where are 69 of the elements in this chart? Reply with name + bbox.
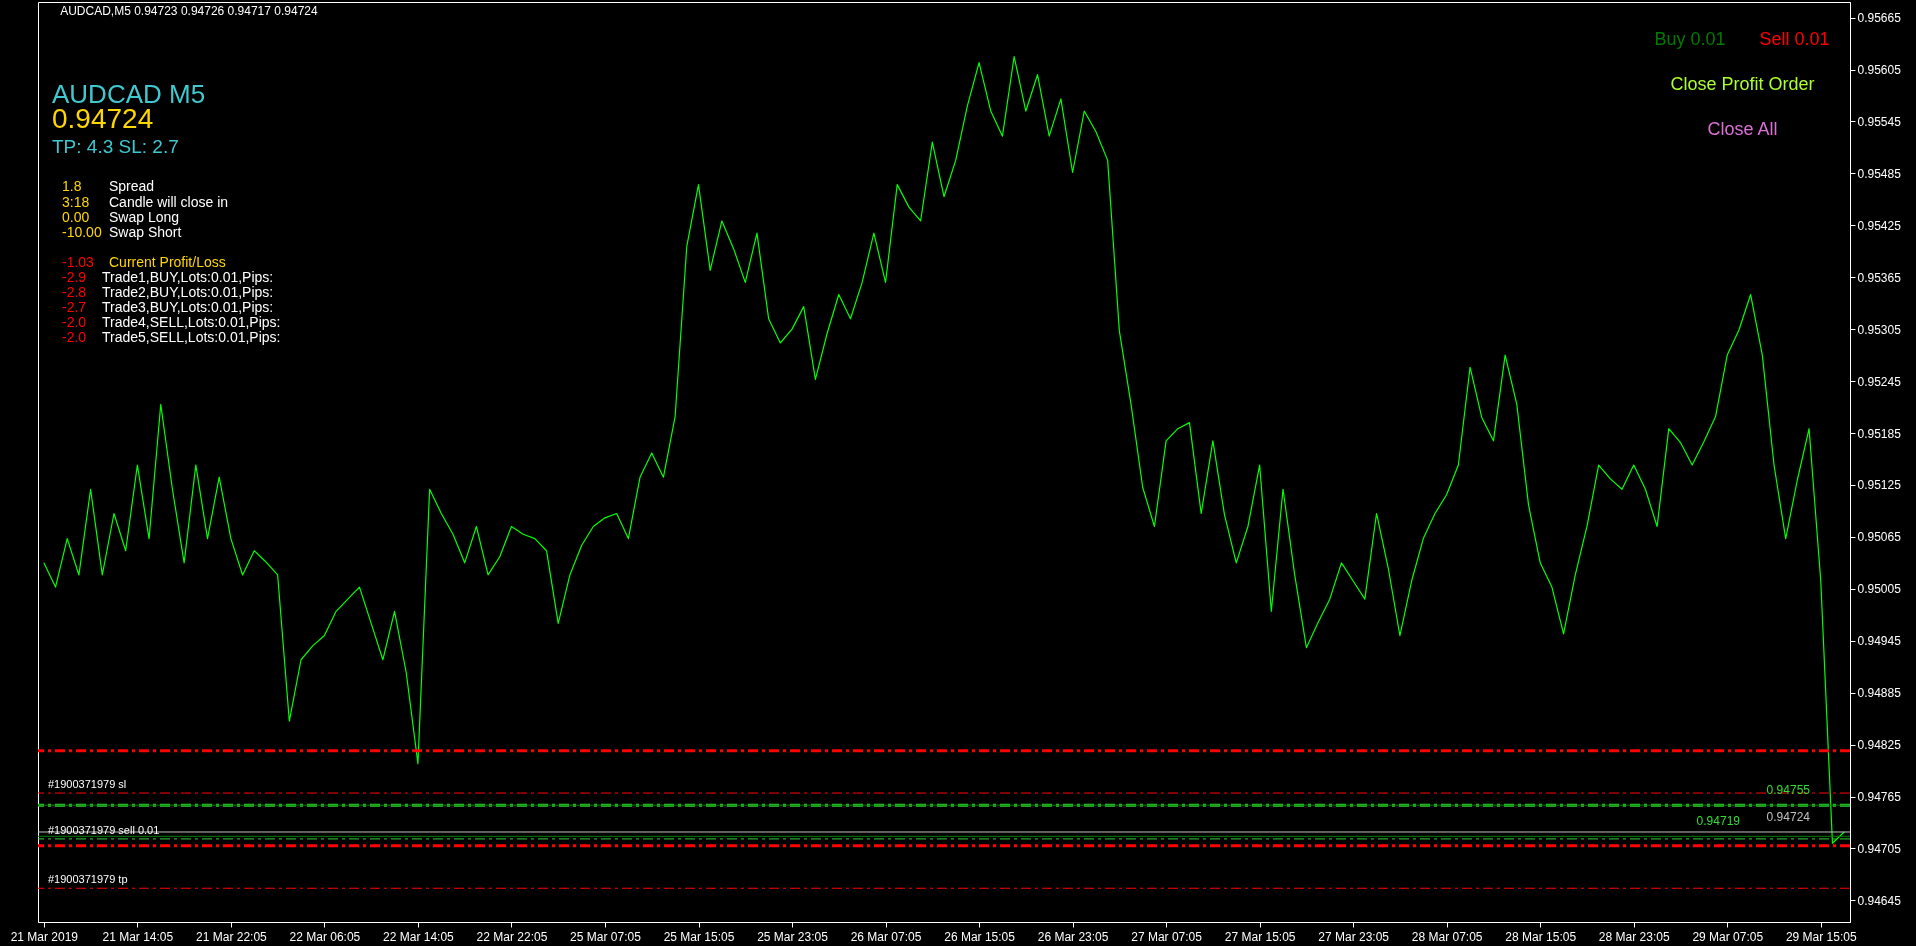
annotation: Close All xyxy=(1707,119,1778,139)
ref-line-label: 0.94719 xyxy=(1696,814,1741,829)
annotation: -2.8 xyxy=(62,284,87,300)
x-tick-label: 27 Mar 23:05 xyxy=(1318,929,1390,944)
x-tick-label: 25 Mar 07:05 xyxy=(570,929,642,944)
annotation: Close Profit Order xyxy=(1670,74,1815,94)
y-tick-label: 0.95005 xyxy=(1857,582,1902,597)
annotation: 1.8 xyxy=(62,178,82,194)
annotation: Trade2,BUY,Lots:0.01,Pips: xyxy=(102,284,274,300)
x-tick-label: 21 Mar 22:05 xyxy=(196,929,268,944)
y-tick-label: 0.95245 xyxy=(1857,374,1902,389)
ref-line-label: #1900371979 tp xyxy=(48,873,128,886)
annotation: -2.9 xyxy=(62,269,87,285)
annotation: Trade4,SELL,Lots:0.01,Pips: xyxy=(102,314,281,330)
annotation: 0.00 xyxy=(62,209,90,225)
y-tick-label: 0.94765 xyxy=(1857,790,1902,805)
y-tick-label: 0.95365 xyxy=(1857,270,1902,285)
x-tick-label: 22 Mar 22:05 xyxy=(476,929,548,944)
y-tick-label: 0.94885 xyxy=(1857,686,1902,701)
annotation: Sell 0.01 xyxy=(1759,29,1830,49)
x-tick-label: 21 Mar 2019 xyxy=(10,929,79,944)
y-tick-label: 0.95305 xyxy=(1857,322,1902,337)
annotation: Trade3,BUY,Lots:0.01,Pips: xyxy=(102,299,274,315)
annotation: -2.7 xyxy=(62,299,87,315)
annotation: Swap Long xyxy=(109,209,180,225)
y-tick-label: 0.95485 xyxy=(1857,166,1902,181)
ref-line-label: #1900371979 sl xyxy=(48,778,127,791)
y-tick-label: 0.95425 xyxy=(1857,218,1902,233)
y-tick-label: 0.94645 xyxy=(1857,893,1902,908)
annotation: TP: 4.3 SL: 2.7 xyxy=(52,136,179,157)
x-tick-label: 27 Mar 15:05 xyxy=(1224,929,1296,944)
x-tick-label: 28 Mar 23:05 xyxy=(1598,929,1670,944)
annotation: Candle will close in xyxy=(109,194,229,210)
y-tick-label: 0.95665 xyxy=(1857,11,1902,26)
y-tick-label: 0.94705 xyxy=(1857,841,1902,856)
annotation: -1.03 xyxy=(62,254,95,270)
y-tick-label: 0.94825 xyxy=(1857,738,1902,753)
chart-title: AUDCAD,M5 0.94723 0.94726 0.94717 0.94724 xyxy=(60,4,318,18)
ref-line-label: #1900371979 sell 0.01 xyxy=(48,823,160,836)
annotation: -2.0 xyxy=(62,329,87,345)
ref-line-label: 0.94724 xyxy=(1766,809,1811,824)
x-tick-label: 29 Mar 15:05 xyxy=(1785,929,1857,944)
x-tick-label: 26 Mar 23:05 xyxy=(1037,929,1109,944)
x-tick-label: 26 Mar 07:05 xyxy=(850,929,922,944)
x-tick-label: 29 Mar 07:05 xyxy=(1692,929,1764,944)
x-tick-label: 25 Mar 23:05 xyxy=(757,929,829,944)
x-tick-label: 22 Mar 06:05 xyxy=(289,929,361,944)
x-tick-label: 27 Mar 07:05 xyxy=(1131,929,1203,944)
y-tick-label: 0.95605 xyxy=(1857,63,1902,78)
y-tick-label: 0.95125 xyxy=(1857,478,1902,493)
annotation: Buy 0.01 xyxy=(1654,29,1726,49)
x-tick-label: 21 Mar 14:05 xyxy=(102,929,174,944)
x-tick-label: 26 Mar 15:05 xyxy=(944,929,1016,944)
annotation: -2.0 xyxy=(62,314,87,330)
annotation: Trade5,SELL,Lots:0.01,Pips: xyxy=(102,329,281,345)
annotation: Trade1,BUY,Lots:0.01,Pips: xyxy=(102,269,274,285)
x-tick-label: 25 Mar 15:05 xyxy=(663,929,735,944)
annotation: Current Profit/Loss xyxy=(109,254,226,270)
annotation: -10.00 xyxy=(62,224,102,240)
x-tick-label: 22 Mar 14:05 xyxy=(383,929,455,944)
y-tick-label: 0.94945 xyxy=(1857,634,1902,649)
y-tick-label: 0.95185 xyxy=(1857,426,1902,441)
x-tick-label: 28 Mar 15:05 xyxy=(1505,929,1577,944)
annotation: 3:18 xyxy=(62,194,90,210)
y-tick-label: 0.95545 xyxy=(1857,114,1902,129)
y-tick-label: 0.95065 xyxy=(1857,530,1902,545)
x-tick-label: 28 Mar 07:05 xyxy=(1411,929,1483,944)
annotation: Spread xyxy=(109,178,155,194)
annotation: Swap Short xyxy=(109,224,182,240)
